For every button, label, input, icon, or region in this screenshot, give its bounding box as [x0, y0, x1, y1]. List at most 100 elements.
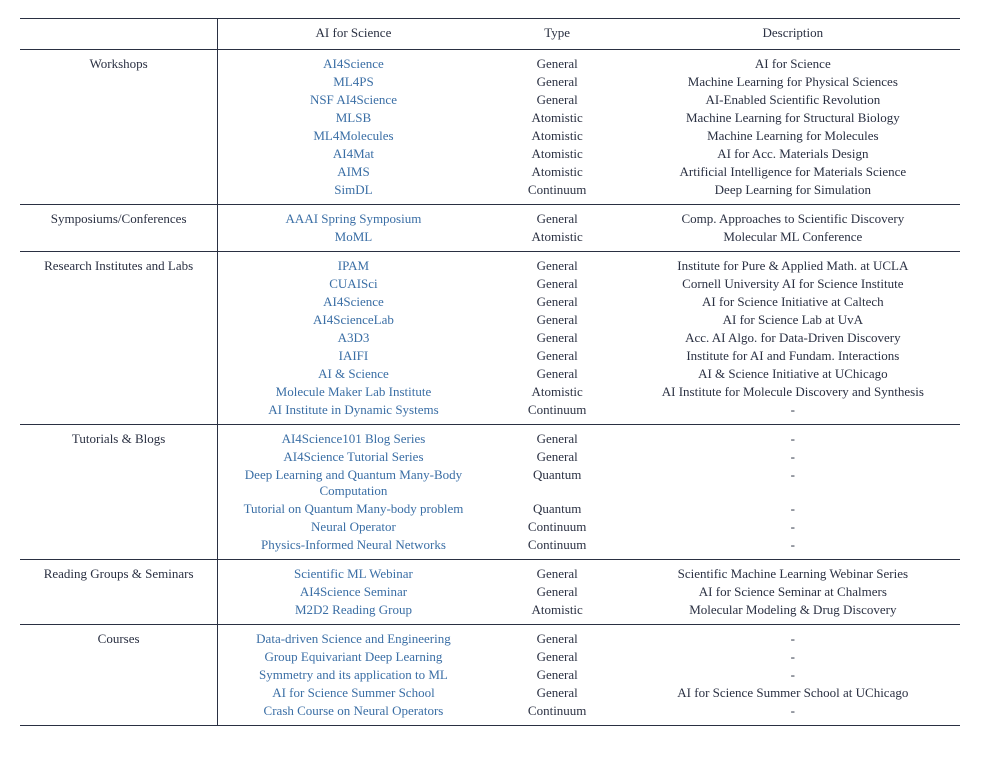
resource-description-cell: Machine Learning for Physical Sciences	[626, 73, 960, 91]
resource-link[interactable]: IPAM	[338, 258, 369, 273]
resource-type-cell: Continuum	[489, 536, 626, 560]
resource-type-cell: Atomistic	[489, 163, 626, 181]
resource-type-cell: General	[489, 625, 626, 649]
resource-name-cell: Molecule Maker Lab Institute	[218, 383, 489, 401]
resource-name-cell: AI Institute in Dynamic Systems	[218, 401, 489, 425]
resource-link[interactable]: AI for Science Summer School	[272, 685, 434, 700]
resource-description-cell: Acc. AI Algo. for Data-Driven Discovery	[626, 329, 960, 347]
resource-link[interactable]: AI4Science Tutorial Series	[283, 449, 423, 464]
category-cell: Tutorials & Blogs	[20, 425, 218, 560]
resource-link[interactable]: A3D3	[338, 330, 370, 345]
resource-name-cell: A3D3	[218, 329, 489, 347]
resource-description-cell: Scientific Machine Learning Webinar Seri…	[626, 560, 960, 584]
resource-description-cell: Institute for Pure & Applied Math. at UC…	[626, 252, 960, 276]
resource-link[interactable]: ML4Molecules	[313, 128, 393, 143]
resource-type-cell: Quantum	[489, 500, 626, 518]
resource-name-cell: Tutorial on Quantum Many-body problem	[218, 500, 489, 518]
resource-type-cell: General	[489, 73, 626, 91]
resource-description-cell: -	[626, 448, 960, 466]
resource-name-cell: Physics-Informed Neural Networks	[218, 536, 489, 560]
resource-link[interactable]: AI4Science	[323, 56, 384, 71]
resource-type-cell: General	[489, 347, 626, 365]
resource-name-cell: CUAISci	[218, 275, 489, 293]
table-header-row: AI for Science Type Description	[20, 19, 960, 50]
table-row: CoursesData-driven Science and Engineeri…	[20, 625, 960, 649]
resource-link[interactable]: IAIFI	[339, 348, 369, 363]
resource-type-cell: General	[489, 666, 626, 684]
resource-link[interactable]: Physics-Informed Neural Networks	[261, 537, 446, 552]
resource-name-cell: M2D2 Reading Group	[218, 601, 489, 625]
resource-type-cell: General	[489, 425, 626, 449]
resource-type-cell: Continuum	[489, 401, 626, 425]
resource-link[interactable]: Symmetry and its application to ML	[259, 667, 448, 682]
resource-type-cell: Atomistic	[489, 383, 626, 401]
resource-link[interactable]: MLSB	[336, 110, 371, 125]
resources-table: AI for Science Type Description Workshop…	[20, 18, 960, 726]
resource-link[interactable]: SimDL	[334, 182, 372, 197]
resource-link[interactable]: Neural Operator	[311, 519, 396, 534]
resource-description-cell: -	[626, 625, 960, 649]
resource-type-cell: General	[489, 648, 626, 666]
resource-name-cell: Data-driven Science and Engineering	[218, 625, 489, 649]
category-cell: Workshops	[20, 50, 218, 205]
resource-link[interactable]: AAAI Spring Symposium	[286, 211, 422, 226]
resource-name-cell: Scientific ML Webinar	[218, 560, 489, 584]
resource-link[interactable]: AI Institute in Dynamic Systems	[268, 402, 438, 417]
resource-type-cell: General	[489, 205, 626, 229]
resource-description-cell: Artificial Intelligence for Materials Sc…	[626, 163, 960, 181]
resource-link[interactable]: AI4Science101 Blog Series	[282, 431, 426, 446]
resource-name-cell: AI4Mat	[218, 145, 489, 163]
resource-type-cell: General	[489, 560, 626, 584]
resource-description-cell: Institute for AI and Fundam. Interaction…	[626, 347, 960, 365]
resource-link[interactable]: CUAISci	[329, 276, 377, 291]
resource-description-cell: AI for Science Summer School at UChicago	[626, 684, 960, 702]
resource-name-cell: AI4Science Tutorial Series	[218, 448, 489, 466]
resource-link[interactable]: AI4Science Seminar	[300, 584, 407, 599]
resource-link[interactable]: Crash Course on Neural Operators	[264, 703, 444, 718]
resource-name-cell: SimDL	[218, 181, 489, 205]
resource-type-cell: Atomistic	[489, 127, 626, 145]
resource-link[interactable]: Data-driven Science and Engineering	[256, 631, 451, 646]
resource-link[interactable]: AI4Science	[323, 294, 384, 309]
resource-description-cell: Comp. Approaches to Scientific Discovery	[626, 205, 960, 229]
resource-link[interactable]: AI4ScienceLab	[313, 312, 394, 327]
resource-name-cell: AI4Science Seminar	[218, 583, 489, 601]
resource-description-cell: AI Institute for Molecule Discovery and …	[626, 383, 960, 401]
resource-name-cell: NSF AI4Science	[218, 91, 489, 109]
resource-description-cell: AI & Science Initiative at UChicago	[626, 365, 960, 383]
resource-name-cell: Deep Learning and Quantum Many-Body Comp…	[218, 466, 489, 500]
resource-name-cell: AI4Science	[218, 293, 489, 311]
resource-link[interactable]: AI4Mat	[333, 146, 374, 161]
resource-type-cell: General	[489, 365, 626, 383]
resource-description-cell: -	[626, 518, 960, 536]
resource-link[interactable]: Deep Learning and Quantum Many-Body Comp…	[245, 467, 462, 498]
resource-description-cell: Molecular Modeling & Drug Discovery	[626, 601, 960, 625]
resource-link[interactable]: Group Equivariant Deep Learning	[264, 649, 442, 664]
resource-description-cell: Deep Learning for Simulation	[626, 181, 960, 205]
resource-name-cell: AIMS	[218, 163, 489, 181]
resource-name-cell: AI for Science Summer School	[218, 684, 489, 702]
resource-link[interactable]: NSF AI4Science	[310, 92, 397, 107]
resource-link[interactable]: Tutorial on Quantum Many-body problem	[244, 501, 464, 516]
resource-type-cell: Continuum	[489, 181, 626, 205]
resource-link[interactable]: M2D2 Reading Group	[295, 602, 412, 617]
resource-type-cell: General	[489, 252, 626, 276]
resource-description-cell: -	[626, 702, 960, 726]
resource-link[interactable]: Molecule Maker Lab Institute	[276, 384, 432, 399]
resource-description-cell: AI for Acc. Materials Design	[626, 145, 960, 163]
resource-name-cell: Crash Course on Neural Operators	[218, 702, 489, 726]
resource-name-cell: IPAM	[218, 252, 489, 276]
resource-type-cell: General	[489, 50, 626, 74]
resource-link[interactable]: ML4PS	[333, 74, 373, 89]
resource-link[interactable]: MoML	[335, 229, 373, 244]
resource-link[interactable]: AI & Science	[318, 366, 389, 381]
resource-type-cell: Atomistic	[489, 228, 626, 252]
resource-type-cell: Atomistic	[489, 601, 626, 625]
resource-type-cell: Continuum	[489, 702, 626, 726]
category-cell: Reading Groups & Seminars	[20, 560, 218, 625]
table-body: WorkshopsAI4ScienceGeneralAI for Science…	[20, 50, 960, 726]
resource-link[interactable]: Scientific ML Webinar	[294, 566, 413, 581]
resource-description-cell: AI for Science	[626, 50, 960, 74]
resource-description-cell: AI for Science Seminar at Chalmers	[626, 583, 960, 601]
resource-link[interactable]: AIMS	[337, 164, 370, 179]
